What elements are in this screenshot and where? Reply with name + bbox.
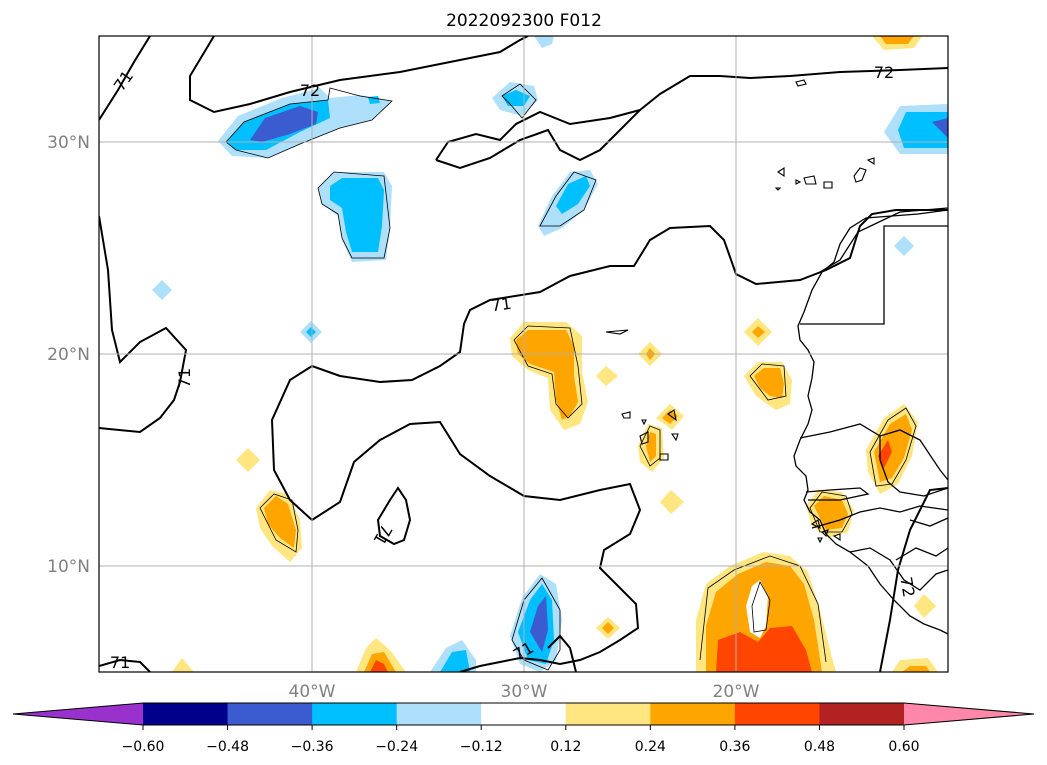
colorbar-segment	[312, 703, 398, 725]
pos-region-center-mid	[516, 330, 578, 420]
bissagos-islands	[810, 519, 821, 530]
pos-region-top-right-mid	[880, 36, 914, 44]
colorbar-ticks	[142, 725, 905, 730]
colorbar-segment	[143, 703, 229, 725]
colorbar-label-8: 0.48	[804, 739, 835, 755]
colorbar: −0.60 −0.48 −0.36 −0.24 −0.12 0.12 0.24 …	[12, 702, 1035, 755]
africa-coast	[793, 209, 948, 635]
pos-region-africa-east-dark	[878, 440, 892, 468]
contour-label-72-ne: 72	[874, 63, 894, 82]
guinea-border	[849, 547, 948, 591]
map-panel: 71 72 72 71 71 71 71 71 72 30°N 20°N 10°…	[47, 35, 949, 702]
geopotential-contours	[99, 36, 948, 672]
colorbar-segment	[227, 703, 313, 725]
colorbar-label-2: −0.36	[291, 739, 334, 755]
pos-region-south-far-west	[172, 658, 194, 672]
pos-region-small-b	[596, 366, 618, 386]
colorbar-segment	[396, 703, 482, 725]
colorbar-label-9: 0.60	[888, 739, 919, 755]
neg-region-east-mid	[898, 112, 948, 148]
longitude-labels: 40°W 30°W 20°W	[289, 682, 760, 702]
neg-region-south-center-dark	[530, 596, 548, 652]
lat-label-10n: 10°N	[47, 557, 90, 577]
map-frame	[98, 35, 949, 673]
neg-region-center-north-mid	[502, 90, 530, 106]
colorbar-extend-low	[13, 703, 143, 725]
pos-region-small-h-mid	[752, 326, 765, 338]
colorbar-label-3: −0.24	[375, 739, 418, 755]
lat-label-30n: 30°N	[47, 133, 90, 153]
pos-region-small-d-mid	[662, 410, 678, 424]
pos-region-west-mid	[264, 496, 296, 548]
pos-region-south-big-hole	[746, 580, 768, 638]
neg-region-top-small	[534, 36, 554, 48]
anomaly-contour-lines	[225, 83, 917, 671]
pos-region-south-west-dark	[370, 660, 388, 672]
islands	[605, 79, 875, 544]
neg-region-speck-2-mid	[306, 327, 316, 337]
lat-label-20n: 20°N	[47, 345, 90, 365]
contour-72-northeast-loop	[435, 109, 641, 170]
colorbar-segment	[819, 703, 905, 725]
contour-label-72-nw: 72	[300, 81, 320, 100]
colorbar-label-5: 0.12	[550, 739, 581, 755]
neg-region-west-blob-mid	[330, 178, 384, 252]
contour-label-71-se: 72	[896, 575, 918, 598]
gridlines	[99, 36, 948, 672]
contour-71-northwest	[99, 36, 151, 121]
neg-region-south-west-mid	[440, 650, 470, 672]
colorbar-label-0: −0.60	[122, 739, 165, 755]
senegal-border	[799, 423, 948, 497]
lon-label-30w: 30°W	[501, 682, 548, 702]
colorbar-label-6: 0.24	[635, 739, 666, 755]
gambia-border	[805, 487, 870, 501]
neg-region-center-streak-mid	[556, 176, 590, 214]
pos-region-liberia	[914, 594, 936, 618]
contour-71-main	[99, 215, 188, 434]
pos-region-small-f	[660, 490, 684, 514]
colorbar-extend-high	[904, 703, 1034, 725]
latitude-labels: 30°N 20°N 10°N	[47, 133, 90, 577]
contour-label-71-center: 71	[490, 294, 513, 316]
pos-region-se-corner-mid	[902, 666, 930, 672]
colorbar-tick-labels: −0.60 −0.48 −0.36 −0.24 −0.12 0.12 0.24 …	[122, 739, 920, 755]
contour-71-southeast	[879, 487, 948, 672]
colorbar-segment	[565, 703, 651, 725]
colorbar-label-4: −0.12	[460, 739, 503, 755]
colorbar-segments	[12, 702, 1035, 726]
contour-71-south-center	[547, 634, 577, 672]
pos-region-small-g-mid	[602, 622, 614, 634]
neg-region-nw-dark	[250, 106, 318, 142]
neg-region-east-dark	[932, 118, 948, 138]
colorbar-segment	[650, 703, 736, 725]
colorbar-segment	[481, 703, 567, 725]
pos-region-senegal-mid	[814, 496, 848, 530]
inland-border-b	[895, 547, 948, 561]
pos-region-south-big-dark	[716, 626, 812, 672]
pos-region-small-a	[236, 448, 260, 472]
colorbar-label-7: 0.36	[719, 739, 750, 755]
neg-region-speck-3	[894, 236, 914, 256]
contour-71-southwest	[99, 658, 151, 672]
inland-border-a	[909, 517, 948, 527]
positive-anomaly-shading	[172, 36, 938, 672]
guinea-bissau-border	[811, 505, 948, 529]
colorbar-label-1: −0.48	[206, 739, 249, 755]
contour-label-71-sw: 71	[110, 653, 130, 672]
canary-islands	[777, 166, 785, 178]
contour-label-71-west: 71	[175, 368, 194, 388]
map-title: 2022092300 F012	[446, 11, 602, 31]
pos-region-coast-north-mid	[754, 368, 784, 398]
neg-region-speck-1	[152, 280, 172, 300]
contour-71-inner	[311, 420, 642, 672]
contour-71-loop-small	[376, 486, 412, 546]
cape-verde-islands	[605, 329, 629, 335]
colorbar-segment	[734, 703, 820, 725]
mali-border	[879, 429, 948, 481]
lon-label-20w: 20°W	[713, 682, 760, 702]
lon-label-40w: 40°W	[289, 682, 336, 702]
western-sahara-border	[800, 225, 948, 325]
contour-72-north	[189, 36, 529, 114]
